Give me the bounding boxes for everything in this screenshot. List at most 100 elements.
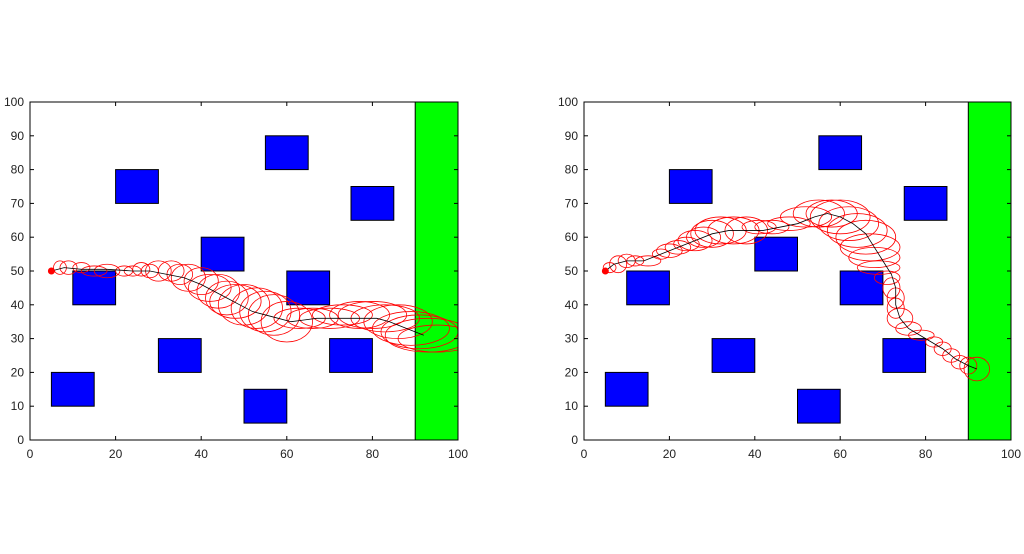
uncertainty-ellipse xyxy=(205,280,249,316)
y-tick-label: 90 xyxy=(11,129,25,143)
uncertainty-ellipse xyxy=(882,277,901,299)
uncertainty-ellipse xyxy=(686,226,722,248)
uncertainty-ellipse xyxy=(818,206,880,241)
x-tick-label: 0 xyxy=(27,447,34,461)
y-tick-label: 90 xyxy=(565,129,579,143)
uncertainty-ellipse xyxy=(886,307,914,329)
x-tick-label: 20 xyxy=(663,447,677,461)
obstacle-7 xyxy=(839,270,884,306)
x-tick-label: 20 xyxy=(109,447,123,461)
uncertainty-ellipse xyxy=(741,219,777,235)
y-tick-label: 50 xyxy=(11,264,25,278)
uncertainty-ellipse xyxy=(767,216,811,231)
x-tick-label: 0 xyxy=(581,447,588,461)
y-tick-label: 30 xyxy=(11,332,25,346)
obstacle-4 xyxy=(157,338,202,373)
y-tick-label: 80 xyxy=(11,163,25,177)
y-tick-label: 60 xyxy=(11,230,25,244)
x-tick-label: 80 xyxy=(919,447,933,461)
y-tick-label: 100 xyxy=(4,95,24,109)
mean-path xyxy=(51,267,424,336)
uncertainty-ellipse xyxy=(959,356,978,375)
uncertainty-ellipse xyxy=(950,355,969,370)
uncertainty-ellipse xyxy=(93,263,121,279)
uncertainty-ellipse xyxy=(848,246,901,269)
obstacle-8 xyxy=(797,388,841,424)
chart-panel-2: 0 20 40 60 80 100 0 10 20 30 40 50 60 70 80 90 100 xyxy=(558,95,1021,461)
x-tick-label: 100 xyxy=(448,447,468,461)
y-tick-label: 60 xyxy=(565,230,579,244)
x-tick-label: 40 xyxy=(748,447,762,461)
obstacle-2 xyxy=(604,371,649,407)
obstacle-3 xyxy=(668,169,713,204)
y-tick-label: 20 xyxy=(11,365,25,379)
uncertainty-ellipse xyxy=(839,233,901,262)
y-tick-label: 0 xyxy=(17,433,24,447)
uncertainty-ellipse xyxy=(835,219,897,255)
start-marker xyxy=(601,267,609,275)
uncertainty-ellipse xyxy=(230,287,283,329)
x-tick-label: 80 xyxy=(366,447,380,461)
goal-region xyxy=(414,102,458,440)
uncertainty-ellipse xyxy=(158,260,185,282)
uncertainty-ellipse xyxy=(132,262,151,277)
x-tick-label: 60 xyxy=(834,447,848,461)
y-tick-label: 10 xyxy=(565,399,579,413)
uncertainty-ellipse xyxy=(724,216,769,245)
x-tick-label: 100 xyxy=(1001,447,1021,461)
obstacle-3 xyxy=(115,169,159,204)
obstacle-10 xyxy=(882,338,927,373)
uncertainty-ellipse xyxy=(809,199,871,235)
uncertainty-ellipse xyxy=(856,260,901,275)
uncertainty-ellipse xyxy=(690,219,734,248)
obstacle-6 xyxy=(264,135,309,171)
uncertainty-ellipse xyxy=(239,290,292,333)
goal-region xyxy=(967,102,1011,440)
obstacle-1 xyxy=(72,270,117,306)
obstacle-6 xyxy=(818,135,863,171)
uncertainty-ellipse xyxy=(826,213,888,248)
x-tick-label: 60 xyxy=(280,447,294,461)
uncertainty-ellipse xyxy=(217,284,271,326)
y-tick-label: 0 xyxy=(571,433,578,447)
y-tick-label: 30 xyxy=(565,332,579,346)
y-tick-label: 100 xyxy=(558,95,578,109)
obstacle-10 xyxy=(329,338,373,373)
y-tick-label: 40 xyxy=(565,298,579,312)
uncertainty-ellipse xyxy=(183,267,219,296)
obstacle-5 xyxy=(200,236,245,272)
uncertainty-ellipse xyxy=(209,284,262,319)
uncertainty-ellipse xyxy=(780,206,833,228)
uncertainty-ellipse xyxy=(609,255,628,274)
mean-path xyxy=(605,213,977,370)
obstacle-7 xyxy=(286,270,331,306)
y-tick-label: 10 xyxy=(11,399,25,413)
y-tick-label: 40 xyxy=(11,298,25,312)
uncertainty-ellipse xyxy=(312,304,373,326)
obstacle-2 xyxy=(50,371,95,407)
obstacle-8 xyxy=(243,388,288,424)
uncertainty-ellipse xyxy=(380,314,458,350)
obstacle-4 xyxy=(711,338,756,373)
y-tick-label: 20 xyxy=(565,365,579,379)
plot-area xyxy=(47,102,458,440)
uncertainty-ellipse xyxy=(792,199,845,228)
uncertainty-ellipse xyxy=(754,219,790,235)
uncertainty-ellipse xyxy=(80,265,108,277)
obstacle-9 xyxy=(350,186,395,221)
uncertainty-ellipse xyxy=(372,311,450,346)
obstacle-9 xyxy=(903,186,948,221)
uncertainty-ellipse xyxy=(873,270,901,285)
uncertainty-ellipse xyxy=(908,329,935,341)
y-tick-label: 80 xyxy=(565,163,579,177)
uncertainty-ellipse xyxy=(260,301,313,343)
y-tick-label: 70 xyxy=(565,196,579,210)
uncertainty-ellipse xyxy=(397,324,458,353)
uncertainty-ellipse xyxy=(963,356,991,382)
chart-panel-1: 0 20 40 60 80 100 0 10 20 30 40 50 60 70 80 90 100 xyxy=(4,95,468,461)
obstacle-5 xyxy=(754,236,798,272)
uncertainty-ellipse xyxy=(247,294,301,336)
plot-area xyxy=(601,102,1011,440)
uncertainty-ellipse xyxy=(72,262,91,274)
y-tick-label: 50 xyxy=(565,264,579,278)
